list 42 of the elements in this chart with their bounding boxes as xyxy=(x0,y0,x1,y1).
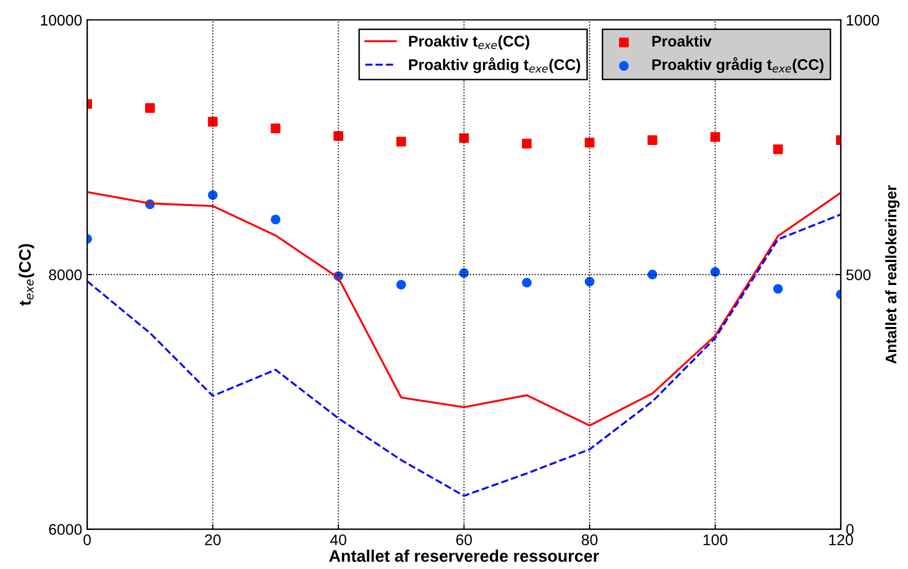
y-tick-label: 8000 xyxy=(48,269,82,280)
point xyxy=(208,190,218,200)
point xyxy=(648,270,658,280)
point xyxy=(459,268,469,278)
line-series xyxy=(87,213,841,497)
x-tick-label: 120 xyxy=(829,534,853,546)
y2-tick-label: 0 xyxy=(846,524,854,535)
point xyxy=(396,280,406,290)
y-tick-label: 6000 xyxy=(49,524,82,535)
point xyxy=(270,124,280,134)
legend-label: Proaktiv xyxy=(652,35,712,47)
line-series xyxy=(87,191,841,427)
y2-tick-label: 500 xyxy=(846,269,871,280)
y-tick-label: 10000 xyxy=(40,14,82,26)
x-tick-label: 0 xyxy=(84,534,91,546)
y2-tick-label: 1000 xyxy=(846,14,880,26)
point xyxy=(270,214,280,224)
point xyxy=(334,131,344,141)
point xyxy=(710,267,720,277)
point xyxy=(710,132,720,142)
point xyxy=(522,138,532,149)
point xyxy=(584,138,594,148)
legend-label: Proaktiv grådig t$_{exe}$(CC) xyxy=(409,57,580,74)
y-axis-title: t$_{exe}$(CC) xyxy=(18,244,34,306)
point xyxy=(648,135,658,145)
legend-label: Proaktiv t$_{exe}$(CC) xyxy=(409,35,530,50)
point xyxy=(396,136,406,146)
point xyxy=(459,133,469,143)
point xyxy=(208,116,218,127)
x-tick-label: 100 xyxy=(704,534,728,546)
point xyxy=(145,103,155,113)
legend-label: Proaktiv grådig t$_{exe}$(CC) xyxy=(652,57,824,74)
point xyxy=(773,284,783,294)
y2-axis-title: Antallet af reallokeringer xyxy=(885,185,900,364)
x-tick-label: 40 xyxy=(330,534,346,546)
point xyxy=(584,276,594,287)
point xyxy=(773,144,783,154)
x-axis-title: Antallet af reserverede ressourcer xyxy=(329,550,599,562)
x-tick-label: 60 xyxy=(456,534,472,546)
x-tick-label: 80 xyxy=(582,534,598,546)
point xyxy=(522,278,532,288)
x-tick-label: 20 xyxy=(205,534,221,546)
